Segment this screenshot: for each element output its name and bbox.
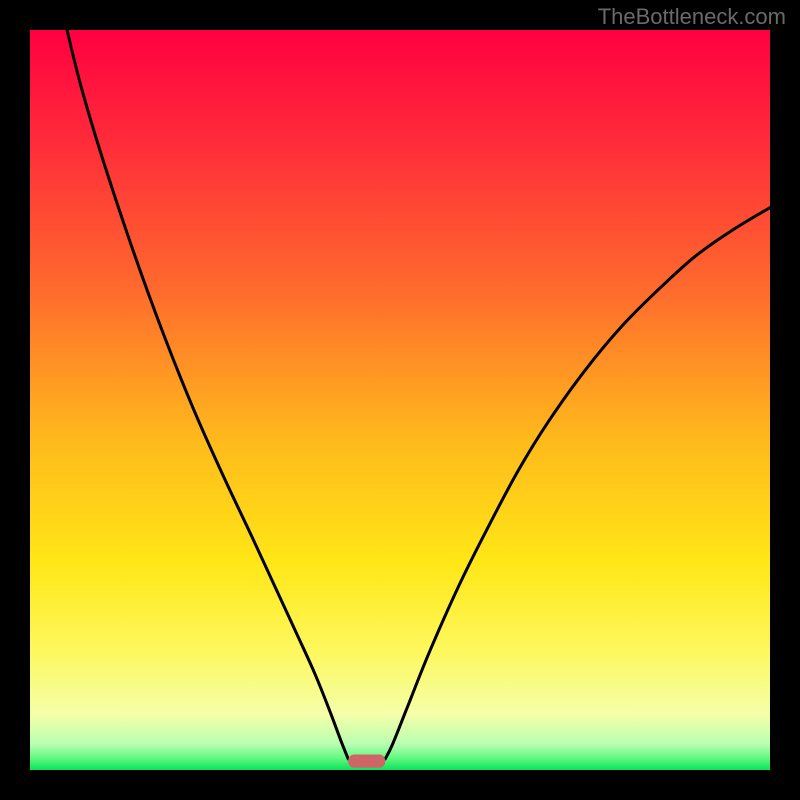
- bottleneck-chart: [0, 0, 800, 800]
- chart-plot-area: [30, 30, 770, 770]
- bottleneck-marker: [348, 754, 385, 767]
- chart-container: TheBottleneck.com: [0, 0, 800, 800]
- watermark-text: TheBottleneck.com: [598, 4, 786, 30]
